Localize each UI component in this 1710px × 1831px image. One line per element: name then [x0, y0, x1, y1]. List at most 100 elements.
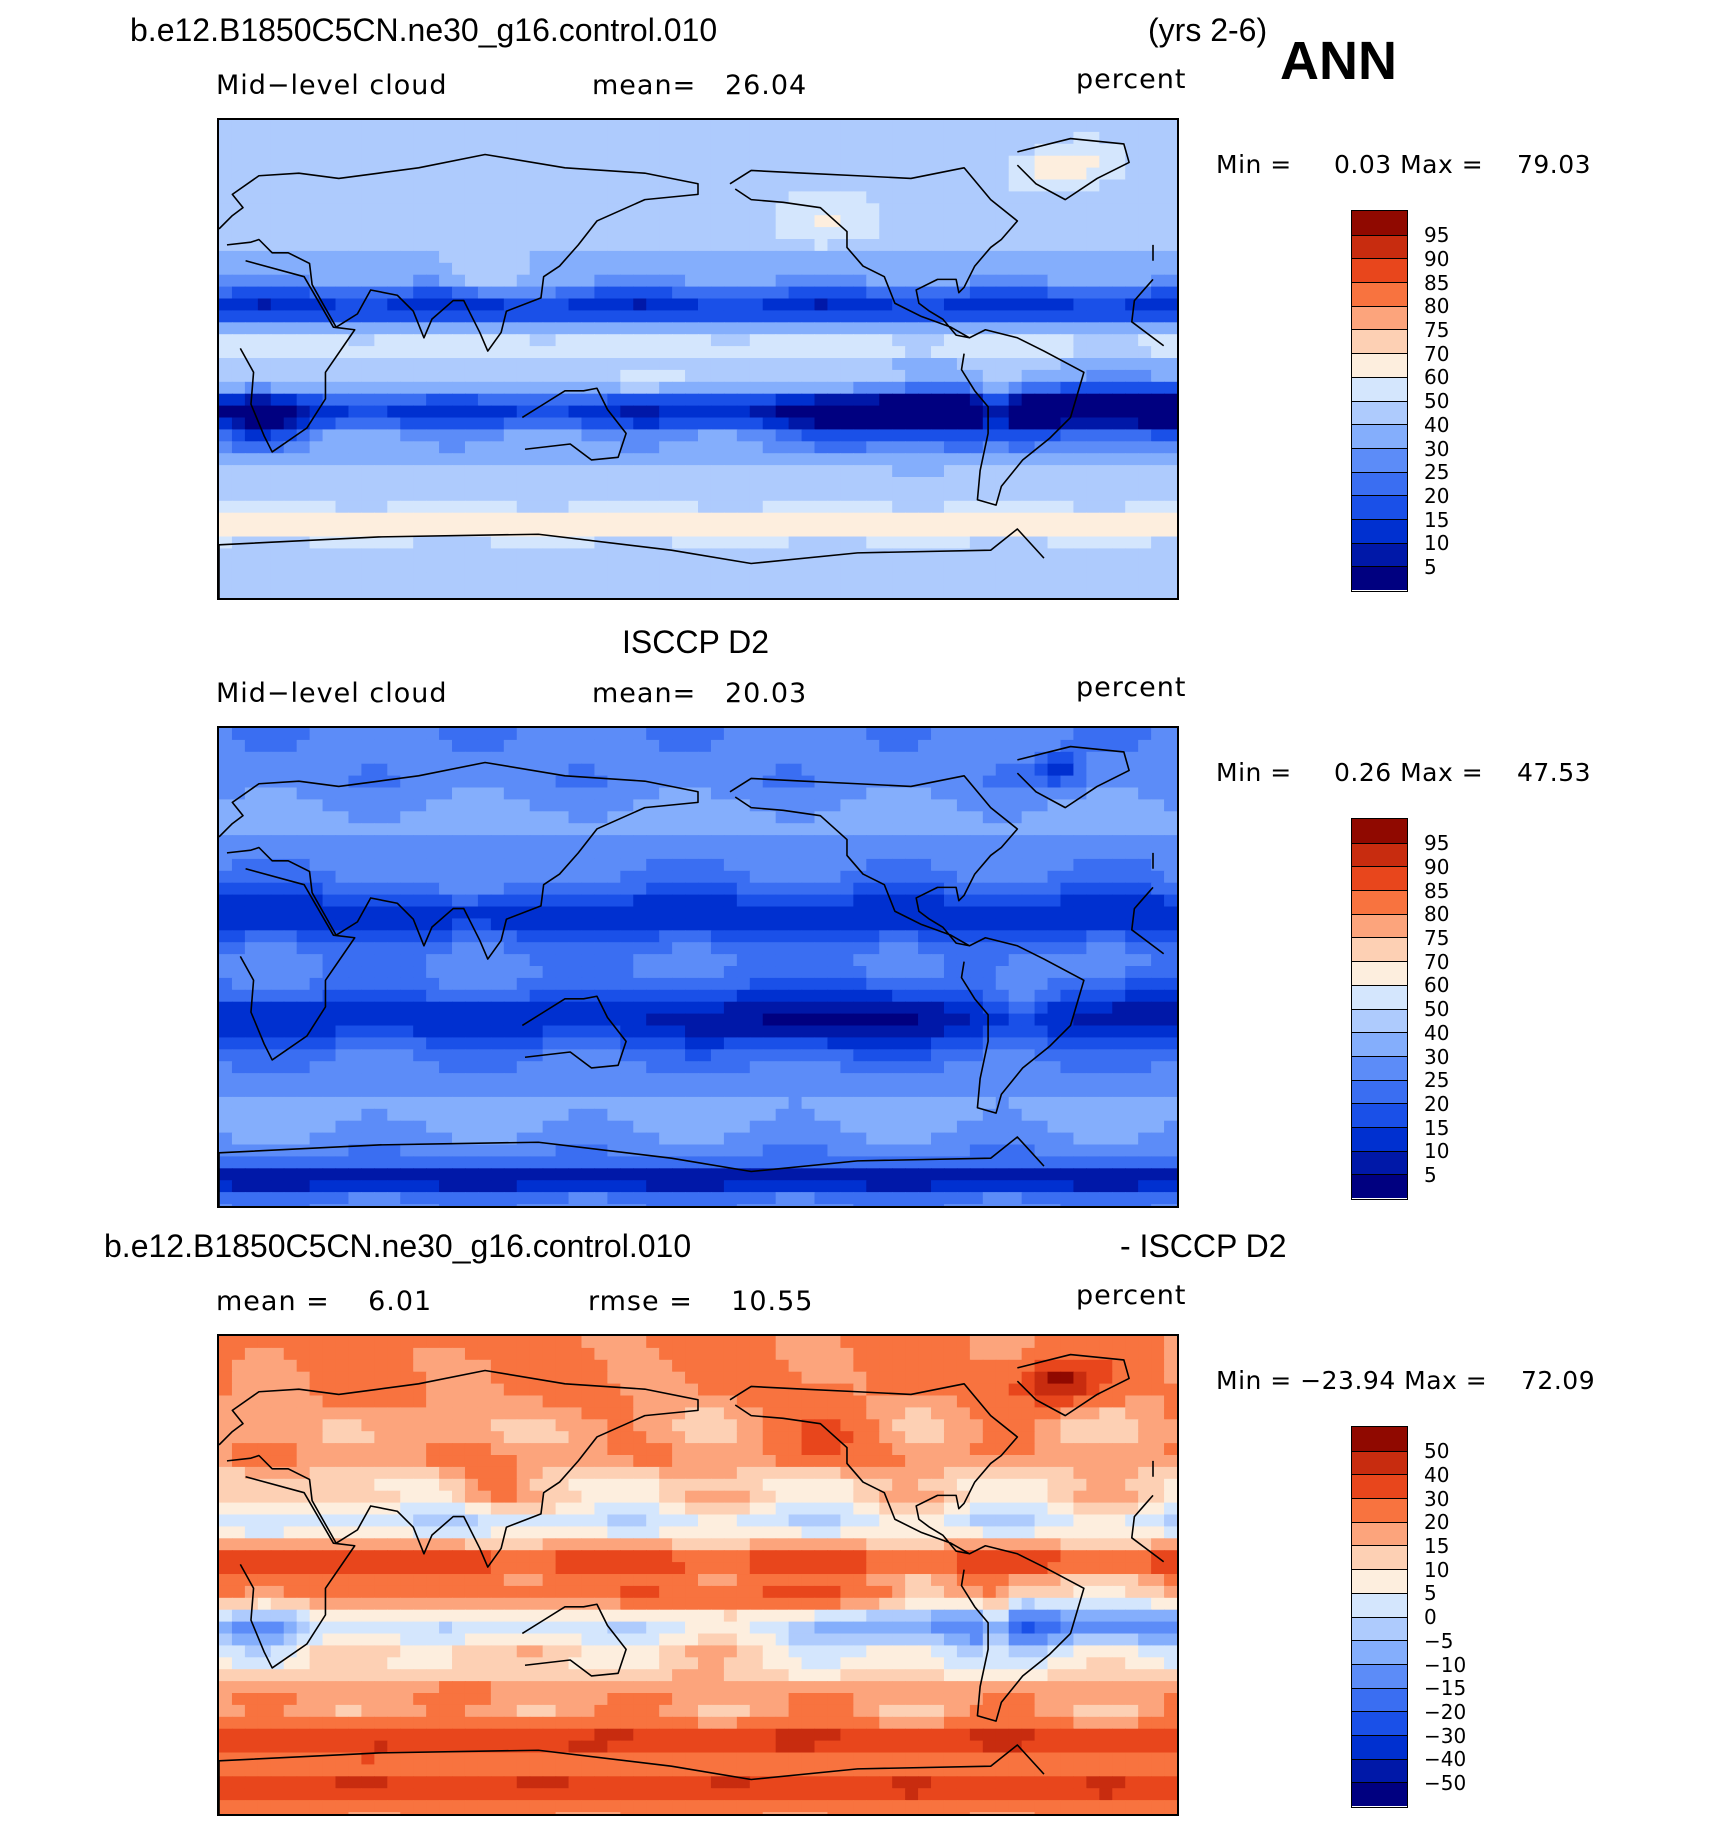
colorbar-tick-label: 50: [1424, 997, 1450, 1022]
colorbar-swatch: [1352, 400, 1407, 425]
colorbar-tick-label: 10: [1424, 531, 1450, 556]
colorbar-tick-label: 5: [1424, 555, 1437, 579]
coastlines: [219, 745, 1165, 1206]
obs-title: ISCCP D2: [622, 624, 770, 660]
colorbar-swatch: [1352, 1103, 1407, 1127]
colorbar-swatch: [1352, 1474, 1407, 1499]
mid-mean: mean= 20.03: [592, 678, 808, 709]
colorbar-tick-label: 20: [1424, 483, 1450, 508]
diff-title-left: b.e12.B1850C5CN.ne30_g16.control.010: [104, 1228, 692, 1264]
colorbar-swatch: [1352, 282, 1407, 306]
coastline: [960, 328, 1085, 506]
field-contours: [219, 728, 1177, 1206]
colorbar-tick-label: 20: [1424, 1091, 1450, 1116]
colorbar-tick-label: 5: [1424, 1581, 1437, 1606]
bot-mean: mean = 6.01: [216, 1286, 433, 1317]
colorbar-swatch: [1352, 518, 1407, 543]
colorbar-swatch: [1352, 1427, 1407, 1451]
colorbar-tick-label: 90: [1424, 246, 1450, 271]
colorbar-swatch: [1352, 984, 1407, 1009]
colorbar-swatch: [1352, 1782, 1407, 1806]
coastline: [1016, 137, 1130, 201]
colorbar-tick-label: −15: [1424, 1676, 1467, 1701]
colorbar-tick-label: 5: [1424, 1163, 1437, 1187]
colorbar-tick-label: 10: [1424, 1139, 1450, 1164]
colorbar-tick-label: 85: [1424, 878, 1450, 903]
colorbar-tick-label: 40: [1424, 412, 1450, 437]
colorbar-tick-label: 25: [1424, 1068, 1450, 1093]
colorbar-swatch: [1352, 1079, 1407, 1104]
colorbar-swatch: [1352, 211, 1407, 235]
mid-variable: Mid−level cloud: [216, 678, 448, 709]
colorbar-tick-label: 15: [1424, 507, 1450, 532]
colorbar-tick-label: 75: [1424, 926, 1450, 950]
colorbar-tick-label: 50: [1424, 1439, 1450, 1464]
colorbar-swatch: [1352, 447, 1407, 472]
colorbar-swatch: [1352, 961, 1407, 985]
coastline: [219, 1369, 1154, 1568]
colorbar-tick-label: 30: [1424, 1486, 1450, 1511]
colorbar-swatch: [1352, 937, 1407, 962]
colorbar-tick-label: −20: [1424, 1699, 1467, 1724]
colorbar-tick-label: 30: [1424, 1044, 1450, 1069]
coastline: [1016, 1353, 1130, 1417]
coastline: [239, 867, 1165, 1061]
obs-cloud-map: [217, 726, 1179, 1208]
colorbar-swatch: [1352, 1008, 1407, 1033]
coastline: [960, 936, 1085, 1114]
colorbar-tick-label: 60: [1424, 973, 1450, 998]
colorbar-tick-label: 95: [1424, 223, 1450, 248]
colorbar-swatch: [1352, 542, 1407, 567]
diff-colorbar: [1351, 1426, 1408, 1809]
top-units: percent: [1076, 64, 1187, 95]
bot-rmse: rmse = 10.55: [588, 1286, 814, 1317]
coastlines: [219, 137, 1165, 598]
colorbar-swatch: [1352, 1616, 1407, 1641]
colorbar-swatch: [1352, 913, 1407, 938]
colorbar-swatch: [1352, 1640, 1407, 1664]
colorbar-tick-label: 20: [1424, 1510, 1450, 1535]
coastline: [960, 1544, 1085, 1722]
colorbar-swatch: [1352, 1592, 1407, 1617]
top-minmax: Min = 0.03 Max = 79.03: [1216, 150, 1592, 179]
colorbar-tick-label: 80: [1424, 902, 1450, 927]
diff-title-right: - ISCCP D2: [1120, 1228, 1287, 1264]
mid-minmax: Min = 0.26 Max = 47.53: [1216, 758, 1592, 787]
case-title: b.e12.B1850C5CN.ne30_g16.control.010: [130, 12, 718, 48]
colorbar-tick-label: 25: [1424, 460, 1450, 485]
colorbar-tick-label: −50: [1424, 1771, 1467, 1795]
coastlines: [219, 1353, 1165, 1814]
colorbar-tick-label: 70: [1424, 949, 1450, 974]
colorbar-swatch: [1352, 471, 1407, 496]
model-cloud-map: [217, 118, 1179, 600]
coastline: [1016, 745, 1130, 809]
colorbar-tick-label: 15: [1424, 1534, 1450, 1558]
coastline: [239, 259, 1165, 453]
colorbar-swatch: [1352, 1758, 1407, 1783]
colorbar-tick-label: 60: [1424, 365, 1450, 390]
colorbar-swatch: [1352, 866, 1407, 891]
colorbar-tick-label: 50: [1424, 389, 1450, 414]
colorbar-tick-label: 90: [1424, 854, 1450, 879]
coastline: [219, 761, 1154, 960]
coastline: [219, 1744, 1045, 1814]
colorbar-tick-label: −30: [1424, 1723, 1467, 1748]
colorbar-tick-label: −5: [1424, 1628, 1454, 1653]
coastline: [219, 1136, 1045, 1206]
coastline: [219, 528, 1045, 598]
colorbar-tick-label: 40: [1424, 1462, 1450, 1487]
diff-cloud-map: [217, 1334, 1179, 1816]
colorbar-swatch: [1352, 1569, 1407, 1593]
colorbar-tick-label: 95: [1424, 831, 1450, 856]
colorbar-swatch: [1352, 1521, 1407, 1546]
coastline: [729, 167, 1019, 339]
colorbar-tick-label: 10: [1424, 1557, 1450, 1582]
colorbar-tick-label: 30: [1424, 436, 1450, 461]
colorbar-swatch: [1352, 495, 1407, 519]
colorbar-swatch: [1352, 1126, 1407, 1151]
colorbar-swatch: [1352, 1150, 1407, 1175]
colorbar-swatch: [1352, 1450, 1407, 1475]
colorbar-tick-label: 85: [1424, 270, 1450, 295]
colorbar-tick-label: −10: [1424, 1652, 1467, 1677]
field-contours: [219, 120, 1177, 598]
